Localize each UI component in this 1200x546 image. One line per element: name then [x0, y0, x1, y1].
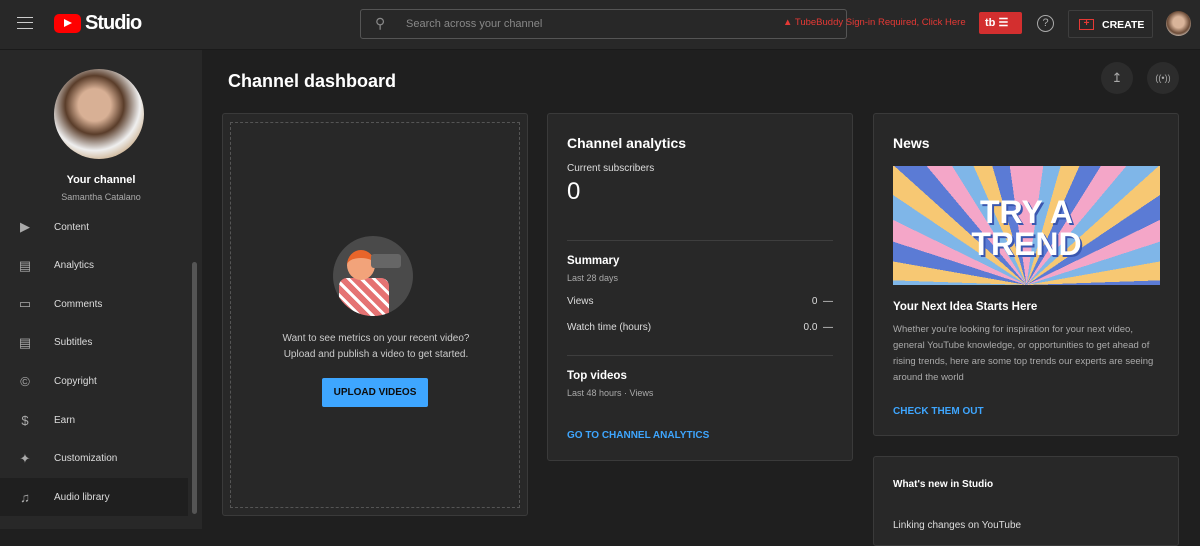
news-title: News [893, 135, 930, 151]
channel-analytics-card: Channel analytics Current subscribers 0 … [547, 113, 853, 461]
metric-trend: — [823, 322, 833, 333]
summary-period: Last 28 days [567, 273, 619, 283]
sidebar-item-content[interactable]: ▶ Content [0, 208, 188, 246]
subscribers-value: 0 [567, 178, 581, 205]
dropzone[interactable] [230, 122, 520, 508]
copyright-icon: © [20, 373, 30, 389]
news-card: News TRY A TREND Your Next Idea Starts H… [873, 113, 1179, 436]
sidebar-item-subtitles[interactable]: ▤ Subtitles [0, 324, 188, 362]
create-button[interactable]: + CREATE [1068, 10, 1153, 38]
your-channel-label: Your channel [66, 174, 136, 186]
sidebar-item-comments[interactable]: ▭ Comments [0, 285, 188, 323]
search-input[interactable]: ⚲ Search across your channel [360, 9, 847, 39]
upload-prompt-line1: Want to see metrics on your recent video… [282, 333, 470, 344]
magic-wand-icon: ✦ [19, 450, 31, 466]
sidebar-item-label: Comments [54, 298, 103, 310]
sidebar-item-label: Copyright [54, 375, 97, 387]
comments-icon: ▭ [18, 296, 32, 312]
top-videos-title: Top videos [567, 370, 627, 382]
tubebuddy-warning-text: TubeBuddy Sign-in Required, Click Here [794, 17, 966, 28]
metric-row-views: Views 0 — [567, 296, 833, 307]
news-headline: Your Next Idea Starts Here [893, 301, 1038, 313]
content-icon: ▶ [20, 219, 30, 234]
sidebar-item-audio-library[interactable]: ♫ Audio library [0, 478, 188, 517]
sidebar-item-label: Subtitles [54, 337, 93, 349]
account-avatar[interactable] [1166, 11, 1191, 36]
metric-value: 0.0 [803, 322, 818, 333]
create-video-icon: + [1079, 19, 1094, 30]
sidebar: Your channel Samantha Catalano ▶ Content ▤… [0, 50, 202, 529]
camera-person-illustration [333, 236, 413, 316]
page-title: Channel dashboard [228, 71, 397, 91]
divider [567, 240, 833, 241]
banner-text-line2: TREND [971, 226, 1082, 262]
analytics-icon: ▤ [18, 257, 32, 273]
sidebar-item-label: Earn [54, 414, 76, 426]
subtitles-icon: ▤ [18, 334, 32, 350]
analytics-title: Channel analytics [567, 135, 687, 151]
studio-logo-text: Studio [85, 12, 142, 34]
whats-new-card: What's new in Studio Linking changes on … [873, 456, 1179, 546]
sidebar-item-earn[interactable]: $ Earn [0, 401, 188, 439]
banner-text-line1: TRY A [979, 194, 1074, 230]
upload-icon[interactable]: ↥ [1101, 62, 1133, 94]
sidebar-item-label: Analytics [54, 260, 95, 272]
sidebar-scrollbar[interactable] [192, 262, 197, 514]
channel-name: Samantha Catalano [61, 192, 141, 202]
metric-value: 0 [811, 296, 818, 307]
whats-new-title: What's new in Studio [893, 479, 994, 490]
search-icon: ⚲ [375, 15, 386, 31]
create-label: CREATE [1102, 19, 1145, 31]
sidebar-item-label: Content [54, 221, 90, 233]
top-videos-subtitle: Last 48 hours · Views [567, 388, 654, 398]
subscribers-label: Current subscribers [567, 163, 655, 174]
whats-new-item[interactable]: Linking changes on YouTube [893, 520, 1022, 531]
divider [567, 355, 833, 356]
upload-card: Want to see metrics on your recent video… [222, 113, 528, 516]
try-a-trend-banner[interactable]: TRY A TREND [893, 166, 1160, 285]
hamburger-icon: ☰ [998, 17, 1009, 29]
warning-icon: ▲ [783, 17, 795, 28]
sidebar-item-label: Customization [54, 453, 118, 465]
sidebar-item-copyright[interactable]: © Copyright [0, 362, 188, 400]
tubebuddy-warning-link[interactable]: ▲ TubeBuddy Sign-in Required, Click Here [783, 17, 966, 28]
youtube-logo-icon[interactable] [54, 14, 81, 33]
news-body: Whether you're looking for inspiration f… [893, 324, 1154, 383]
check-them-out-link[interactable]: CHECK THEM OUT [893, 406, 984, 417]
sidebar-item-analytics[interactable]: ▤ Analytics [0, 247, 188, 285]
go-live-icon[interactable]: ((•)) [1147, 62, 1179, 94]
dollar-icon: $ [21, 412, 29, 428]
go-to-channel-analytics-link[interactable]: GO TO CHANNEL ANALYTICS [567, 430, 710, 441]
top-bar: Studio ⚲ Search across your channel ▲ Tu… [0, 0, 1200, 50]
menu-icon[interactable] [17, 17, 33, 29]
tubebuddy-menu-button[interactable]: tb ☰ [979, 12, 1022, 34]
tubebuddy-logo: tb [985, 17, 996, 29]
summary-title: Summary [567, 255, 620, 267]
metric-label: Views [567, 296, 594, 307]
help-icon[interactable]: ? [1037, 15, 1054, 32]
upload-videos-button[interactable]: UPLOAD VIDEOS [322, 378, 428, 407]
metric-row-watch-time: Watch time (hours) 0.0 — [567, 322, 833, 333]
sidebar-item-customization[interactable]: ✦ Customization [0, 440, 188, 478]
metric-label: Watch time (hours) [567, 322, 652, 333]
sidebar-item-label: Audio library [54, 491, 110, 503]
search-placeholder: Search across your channel [406, 18, 543, 30]
channel-avatar[interactable] [54, 69, 144, 159]
upload-prompt-line2: Upload and publish a video to get starte… [283, 349, 469, 360]
metric-trend: — [823, 296, 833, 307]
audio-library-icon: ♫ [20, 489, 30, 505]
